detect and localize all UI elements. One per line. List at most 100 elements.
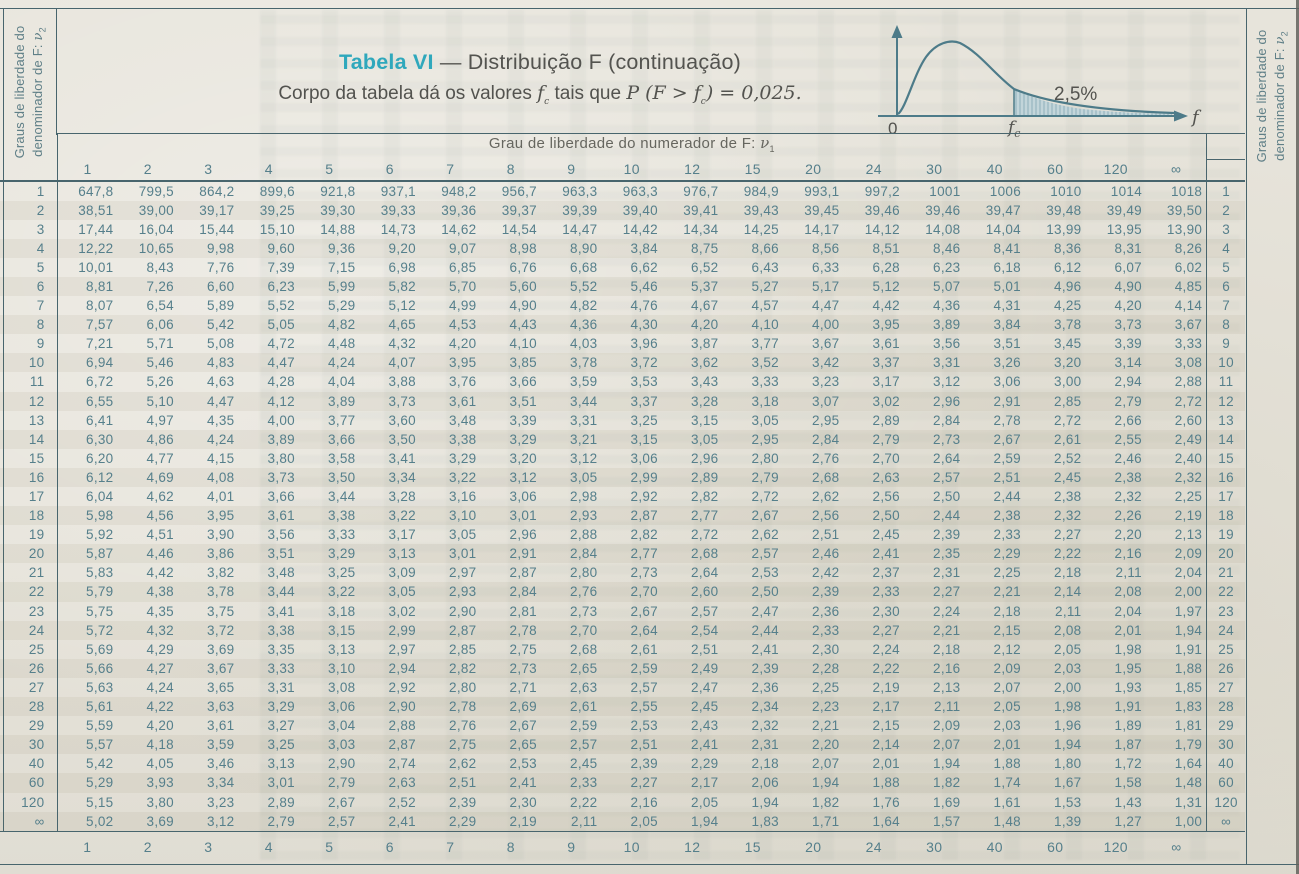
row-label-right: 2: [1206, 200, 1245, 220]
f-value-cell: 2,87: [601, 506, 662, 526]
f-value-cell: 3,58: [328, 450, 356, 466]
footer-column-header: 8: [480, 830, 541, 863]
f-value-cell: 3,69: [117, 811, 178, 832]
f-value-cell: 3,25: [630, 412, 658, 428]
f-value-cell: 2,32: [1025, 506, 1086, 526]
f-value-cell: 6,76: [509, 259, 537, 275]
f-value-cell: 2,65: [480, 735, 541, 755]
f-value-cell: 3,08: [1146, 353, 1207, 373]
f-value-cell: 1,94: [783, 773, 844, 793]
f-value-cell: 2,00: [1054, 679, 1082, 695]
table-row: 60 5,29 3,93 3,34 3,01 2,79 2,63 2,51 2,41 2,33 2,…: [0, 773, 1245, 793]
f-value-cell: 4,69: [117, 467, 178, 487]
table-row: 20 5,87 4,46 3,86 3,51 3,29 3,13 3,01 2,91 2,84 2,…: [0, 544, 1245, 564]
column-header: 9: [567, 160, 576, 177]
f-value-cell: 6,06: [117, 315, 178, 335]
row-label-right: 5: [1206, 257, 1245, 277]
f-value-cell: 1,76: [872, 794, 900, 810]
title-text: Distribuição F (continuação): [467, 50, 741, 74]
row-label-right: 25: [1206, 639, 1245, 659]
f-value-cell: 3,06: [299, 697, 360, 717]
f-value-cell: 3,53: [630, 374, 658, 390]
f-value-cell: 2,84: [933, 412, 961, 428]
f-value-cell: 1,61: [993, 794, 1021, 810]
f-value-cell: 2,51: [812, 527, 840, 543]
f-value-cell: 3,16: [449, 489, 477, 504]
f-value-cell: 2,38: [1085, 467, 1146, 487]
probability-formula: P (F > f: [626, 82, 701, 104]
f-value-cell: 4,28: [267, 374, 295, 390]
f-value-cell: 2,61: [541, 697, 602, 717]
f-value-cell: 2,44: [722, 620, 783, 640]
f-value-cell: 3,06: [993, 374, 1021, 390]
f-value-cell: 2,57: [904, 467, 965, 487]
f-value-cell: 2,19: [1146, 506, 1207, 526]
f-value-cell: 2,42: [812, 565, 840, 581]
f-value-cell: 8,75: [662, 238, 723, 258]
f-value-cell: 2,24: [872, 641, 900, 657]
f-value-cell: 2,70: [872, 450, 900, 466]
column-header: 30: [926, 160, 943, 177]
f-value-cell: 2,39: [630, 756, 658, 772]
row-label-right: 4: [1206, 238, 1245, 258]
f-value-cell: 2,68: [783, 467, 844, 487]
f-value-cell: 6,52: [691, 259, 719, 275]
f-value-cell: 2,92: [630, 489, 658, 504]
table-row: 28 5,61 4,22 3,63 3,29 3,06 2,90 2,78 2,69 2,61 2,…: [0, 697, 1245, 717]
f-value-cell: 3,31: [267, 679, 295, 695]
row-label-left: 9: [0, 334, 58, 354]
f-value-cell: 3,51: [993, 336, 1021, 352]
f-value-cell: 2,97: [449, 565, 477, 581]
f-value-cell: 2,07: [812, 756, 840, 772]
f-value-cell: 1,91: [1174, 641, 1203, 657]
f-value-cell: 5,66: [57, 658, 118, 678]
f-value-cell: 6,30: [57, 429, 118, 449]
f-value-cell: 1,89: [1114, 718, 1142, 734]
f-value-cell: 2,63: [570, 679, 598, 695]
table-row: 25 5,69 4,29 3,69 3,35 3,13 2,97 2,85 2,75 2,68 2,…: [0, 639, 1245, 659]
f-value-cell: 2,78: [993, 412, 1021, 428]
f-value-cell: 2,39: [722, 658, 783, 678]
f-value-cell: 3,29: [449, 450, 477, 466]
f-value-cell: 3,86: [178, 544, 239, 564]
f-value-cell: 12,22: [57, 238, 118, 258]
f-value-cell: 2,39: [449, 794, 477, 810]
f-value-cell: 976,7: [662, 179, 723, 201]
numerator-header-cell: Grau de liberdade do numerador de F: ν1: [57, 133, 1207, 160]
f-value-cell: 3,95: [178, 506, 239, 526]
f-value-cell: 3,78: [178, 582, 239, 602]
f-value-cell: 2,29: [964, 544, 1025, 564]
f-value-cell: 5,60: [480, 276, 541, 297]
f-value-cell: 2,44: [904, 506, 965, 526]
f-value-cell: 1,91: [1085, 697, 1146, 717]
f-value-cell: 6,43: [751, 259, 779, 275]
f-value-cell: 39,49: [1085, 200, 1146, 220]
f-value-cell: 3,89: [238, 429, 299, 449]
f-value-cell: 39,47: [964, 200, 1025, 220]
f-value-cell: 2,73: [904, 429, 965, 449]
f-value-cell: 6,02: [1174, 259, 1203, 275]
row-label-right: 21: [1206, 563, 1245, 583]
f-value-cell: 3,21: [541, 429, 602, 449]
f-value-cell: 2,05: [601, 811, 662, 832]
f-value-cell: 2,01: [1085, 620, 1146, 640]
f-value-cell: 3,72: [178, 620, 239, 640]
f-value-cell: 2,64: [933, 450, 961, 466]
f-value-cell: 5,15: [86, 794, 114, 810]
f-value-cell: 2,77: [662, 506, 723, 526]
f-value-cell: 4,47: [178, 391, 239, 411]
f-value-cell: 3,69: [207, 641, 235, 657]
tail-area-label: 2,5%: [1054, 84, 1097, 105]
row-label-left: 6: [0, 276, 58, 297]
f-value-cell: 1,00: [1146, 811, 1207, 832]
f-value-cell: 2,25: [812, 679, 840, 695]
f-value-cell: 2,96: [691, 450, 719, 466]
f-value-cell: 3,28: [388, 489, 416, 504]
f-value-cell: 1,67: [1025, 773, 1086, 793]
f-value-cell: 10,65: [117, 238, 178, 258]
f-value-cell: 3,29: [299, 544, 360, 564]
f-value-cell: 5,10: [117, 391, 178, 411]
row-label-left: 19: [0, 525, 58, 545]
f-value-cell: 5,46: [117, 353, 178, 373]
footer-column-header: 60: [1025, 830, 1086, 863]
